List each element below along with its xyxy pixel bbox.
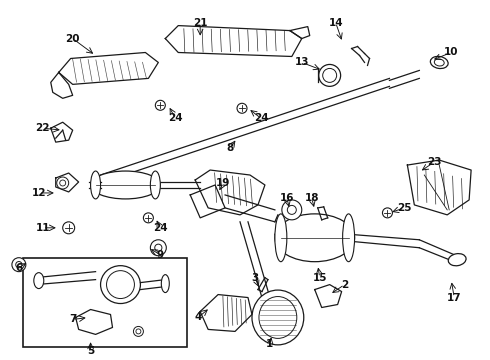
Circle shape bbox=[63, 222, 74, 234]
Circle shape bbox=[136, 329, 141, 334]
Text: 8: 8 bbox=[226, 143, 234, 153]
Ellipse shape bbox=[161, 275, 169, 293]
Ellipse shape bbox=[448, 253, 466, 266]
Circle shape bbox=[155, 244, 162, 251]
Circle shape bbox=[133, 327, 144, 336]
Text: 6: 6 bbox=[15, 263, 23, 273]
Text: 16: 16 bbox=[280, 193, 294, 203]
Text: 2: 2 bbox=[341, 280, 348, 289]
Circle shape bbox=[155, 100, 165, 110]
Text: 13: 13 bbox=[294, 58, 309, 67]
Text: 7: 7 bbox=[69, 314, 76, 324]
Ellipse shape bbox=[430, 57, 448, 68]
FancyBboxPatch shape bbox=[23, 258, 187, 347]
Ellipse shape bbox=[275, 214, 355, 262]
Circle shape bbox=[287, 206, 296, 214]
Circle shape bbox=[144, 213, 153, 223]
Ellipse shape bbox=[252, 290, 304, 345]
Text: 14: 14 bbox=[328, 18, 343, 28]
Circle shape bbox=[16, 261, 22, 268]
Ellipse shape bbox=[91, 171, 160, 199]
Text: 24: 24 bbox=[254, 113, 268, 123]
Text: 12: 12 bbox=[31, 188, 46, 198]
Ellipse shape bbox=[318, 64, 341, 86]
Text: 25: 25 bbox=[397, 203, 412, 213]
Ellipse shape bbox=[106, 271, 134, 298]
Circle shape bbox=[383, 208, 392, 218]
Text: 11: 11 bbox=[36, 223, 50, 233]
Text: 5: 5 bbox=[87, 346, 94, 356]
Text: 24: 24 bbox=[168, 113, 183, 123]
Text: 1: 1 bbox=[266, 339, 273, 349]
Text: 18: 18 bbox=[304, 193, 319, 203]
Text: 24: 24 bbox=[153, 223, 168, 233]
Ellipse shape bbox=[259, 297, 297, 338]
Text: 15: 15 bbox=[313, 273, 327, 283]
Ellipse shape bbox=[100, 266, 141, 303]
Text: 4: 4 bbox=[195, 312, 202, 323]
Text: 20: 20 bbox=[66, 33, 80, 44]
Text: 23: 23 bbox=[427, 157, 441, 167]
Text: 9: 9 bbox=[157, 250, 164, 260]
Ellipse shape bbox=[91, 171, 100, 199]
Text: 22: 22 bbox=[36, 123, 50, 133]
Circle shape bbox=[150, 240, 166, 256]
Ellipse shape bbox=[343, 214, 355, 262]
Circle shape bbox=[60, 180, 66, 186]
Text: 3: 3 bbox=[251, 273, 259, 283]
Circle shape bbox=[237, 103, 247, 113]
Circle shape bbox=[57, 177, 69, 189]
Text: 19: 19 bbox=[216, 178, 230, 188]
Ellipse shape bbox=[275, 214, 287, 262]
Ellipse shape bbox=[323, 68, 337, 82]
Ellipse shape bbox=[34, 273, 44, 289]
Ellipse shape bbox=[434, 59, 444, 66]
Text: 17: 17 bbox=[447, 293, 462, 302]
Text: 10: 10 bbox=[444, 48, 459, 58]
Text: 21: 21 bbox=[193, 18, 207, 28]
Ellipse shape bbox=[150, 171, 160, 199]
Circle shape bbox=[282, 200, 302, 220]
Circle shape bbox=[12, 258, 26, 272]
